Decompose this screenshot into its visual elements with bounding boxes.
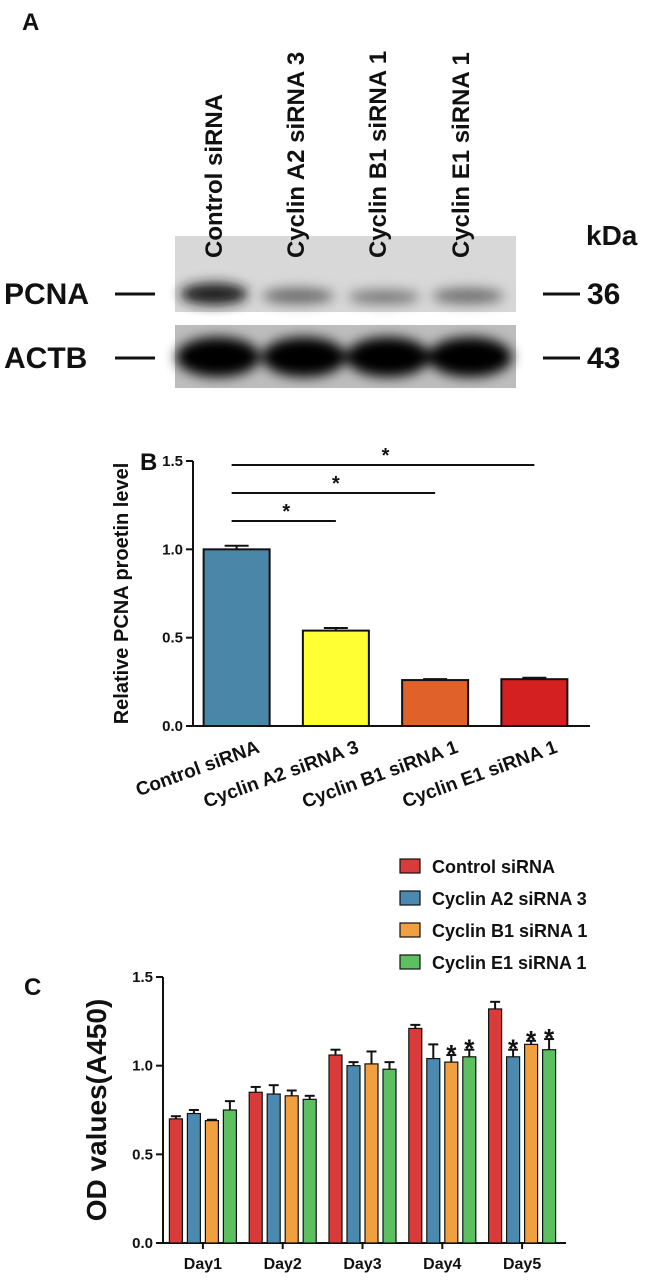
legend-label: Cyclin A2 siRNA 3 <box>432 889 587 909</box>
significance-label: * <box>544 1023 555 1053</box>
band-size: 43 <box>587 342 620 375</box>
legend-label: Control siRNA <box>432 857 555 877</box>
bar <box>284 1095 299 1244</box>
bar <box>346 1065 361 1244</box>
bar <box>222 1109 237 1244</box>
significance-label: * <box>526 1025 537 1055</box>
bar <box>523 1043 539 1244</box>
band-name: ACTB <box>4 342 87 375</box>
significance-label: * <box>282 501 290 523</box>
bar <box>302 1098 317 1244</box>
legend-label: Cyclin B1 siRNA 1 <box>432 921 587 941</box>
x-tick-label: Day4 <box>423 1256 461 1273</box>
bar <box>500 678 569 728</box>
x-tick-label: Day2 <box>264 1256 302 1273</box>
significance-label: * <box>464 1034 475 1064</box>
bar <box>488 1008 503 1244</box>
lane-label: Control siRNA <box>201 94 228 258</box>
bar <box>506 1056 521 1244</box>
bar <box>186 1112 201 1244</box>
lane-label: Cyclin A2 siRNA 3 <box>283 52 310 258</box>
bar <box>408 1027 423 1244</box>
bar <box>248 1091 263 1244</box>
bar <box>301 629 370 727</box>
bar <box>382 1068 397 1244</box>
y-axis-label: OD values(A450) <box>81 999 112 1222</box>
significance-label: * <box>446 1039 457 1069</box>
significance-label: * <box>332 473 340 495</box>
bar <box>202 548 271 727</box>
bar <box>364 1063 379 1244</box>
x-tick-label: Day5 <box>503 1256 541 1273</box>
band-size: 36 <box>587 278 620 311</box>
bar <box>541 1049 557 1244</box>
significance-label: * <box>382 445 390 467</box>
bar <box>462 1056 477 1244</box>
y-tick-label: 1.5 <box>162 453 183 470</box>
y-tick-label: 0.0 <box>132 1235 153 1252</box>
legend-swatch <box>399 858 421 874</box>
lane-label: Cyclin E1 siRNA 1 <box>448 52 475 258</box>
legend-swatch <box>399 922 421 938</box>
bar <box>426 1057 441 1244</box>
x-tick-label: Day1 <box>184 1256 222 1273</box>
bar <box>328 1054 343 1244</box>
bar <box>401 679 470 727</box>
lane-label: Cyclin B1 siRNA 1 <box>365 51 392 258</box>
legend-swatch <box>399 954 421 970</box>
y-tick-label: 1.5 <box>132 969 153 986</box>
legend-label: Cyclin E1 siRNA 1 <box>432 953 586 973</box>
bar <box>444 1061 459 1244</box>
y-axis-label: Relative PCNA proetin level <box>111 463 133 725</box>
unit-label: kDa <box>586 220 638 251</box>
bar <box>266 1093 281 1244</box>
panel-label: B <box>140 449 157 476</box>
panel-label: A <box>22 9 39 36</box>
legend-swatch <box>399 890 421 906</box>
bar <box>168 1118 183 1244</box>
y-tick-label: 0.5 <box>132 1146 153 1163</box>
x-tick-label: Day3 <box>343 1256 381 1273</box>
y-tick-label: 0.5 <box>162 630 183 647</box>
panel-label: C <box>24 974 41 1001</box>
bar <box>204 1120 219 1244</box>
significance-label: * <box>508 1034 519 1064</box>
band-name: PCNA <box>4 278 89 311</box>
y-tick-label: 0.0 <box>162 718 183 735</box>
y-tick-label: 1.0 <box>162 541 183 558</box>
y-tick-label: 1.0 <box>132 1058 153 1075</box>
blot-image <box>115 236 580 388</box>
